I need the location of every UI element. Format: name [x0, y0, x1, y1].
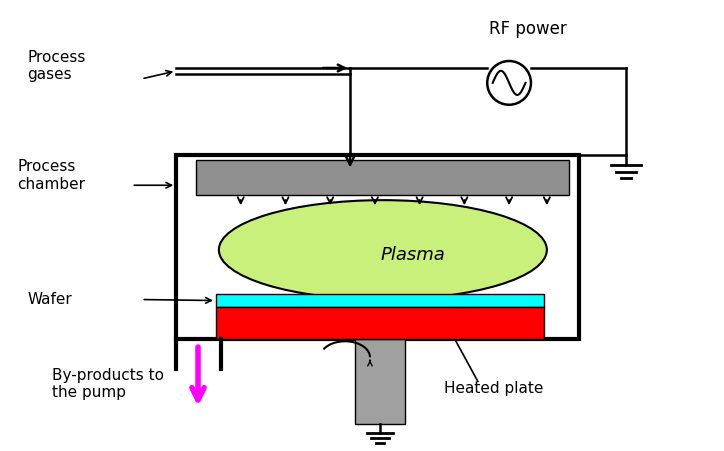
Bar	[355, 308, 405, 339]
Bar	[176, 156, 578, 339]
Text: Wafer: Wafer	[27, 292, 72, 307]
Text: By-products to
the pump: By-products to the pump	[52, 368, 164, 400]
Bar	[216, 294, 544, 308]
Text: Plasma: Plasma	[380, 246, 445, 264]
Text: Process
gases: Process gases	[27, 50, 85, 82]
Text: Heated plate: Heated plate	[445, 382, 544, 396]
Text: RF power: RF power	[489, 20, 567, 38]
Bar	[216, 308, 544, 339]
Bar	[355, 339, 405, 424]
Text: Process
chamber: Process chamber	[17, 159, 85, 192]
Ellipse shape	[219, 200, 547, 299]
Bar	[196, 161, 569, 195]
